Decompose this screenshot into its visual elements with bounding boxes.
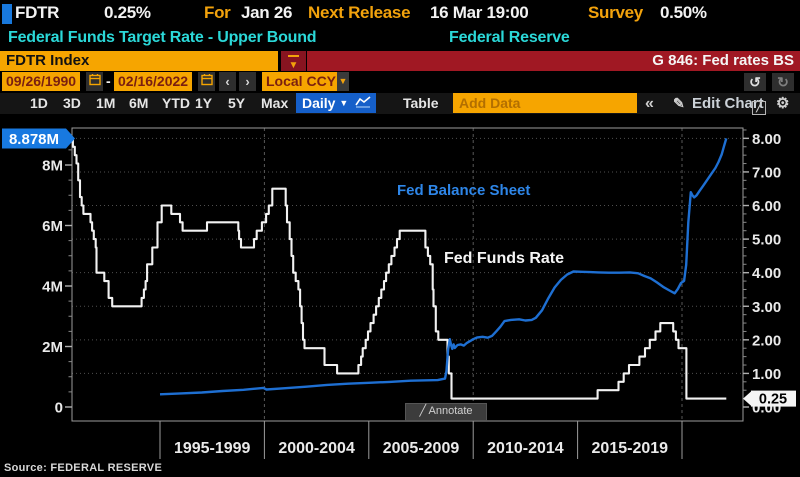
chevron-right-icon: › — [245, 74, 250, 89]
annotate-pencil-icon: ╱ — [419, 405, 427, 417]
collapse-panel-button[interactable]: « — [645, 93, 654, 114]
table-button[interactable]: Table — [403, 95, 439, 111]
chart-area[interactable]: 8M 6M 4M 2M 0 8.00 7.00 6.00 5.00 4.00 3.00 2.00 1.0… — [0, 115, 800, 477]
left-axis-label: 6M — [42, 218, 63, 235]
annotate-box-icon: ╱ — [752, 101, 766, 115]
svg-text:8.878M: 8.878M — [9, 131, 59, 148]
range-tab-3d[interactable]: 3D — [63, 95, 81, 111]
right-axis-label: 8.00 — [752, 131, 781, 148]
range-tab-1y[interactable]: 1Y — [195, 95, 213, 111]
period-select[interactable]: Daily ▼ — [296, 93, 355, 113]
end-date-input[interactable]: 02/16/2022 — [114, 72, 193, 91]
chevron-down-icon: ▼ — [339, 98, 349, 108]
fed-funds-rate-line — [71, 137, 727, 400]
date-back-button[interactable]: ‹ — [219, 72, 236, 91]
security-description: Federal Funds Target Rate - Upper Bound — [8, 29, 317, 46]
chevron-left-icon: ‹ — [225, 74, 230, 89]
current-rate-value: 0.25% — [104, 3, 151, 22]
right-axis-label: 4.00 — [752, 265, 781, 282]
settings-button[interactable]: ⚙ — [776, 93, 789, 114]
right-axis-label: 2.00 — [752, 332, 781, 349]
date-range-separator: - — [106, 73, 111, 89]
start-date-input[interactable]: 09/26/1990 — [2, 72, 81, 91]
x-axis-label: 1995-1999 — [174, 440, 251, 457]
range-tab-ytd[interactable]: YTD — [162, 95, 190, 111]
chart-toolbar: 1D 3D 1M 6M YTD 1Y 5Y Max Daily ▼ Table Add Dat… — [0, 93, 800, 115]
next-release-label: Next Release — [308, 3, 411, 22]
annotate-mode-button[interactable]: ╱ — [752, 93, 766, 115]
end-date-calendar-button[interactable] — [198, 72, 215, 91]
left-axis-label: 0 — [55, 400, 63, 417]
redo-button[interactable]: ↻ — [772, 73, 794, 91]
range-tab-1m[interactable]: 1M — [96, 95, 116, 111]
source-attribution: Source: FEDERAL RESERVE — [4, 462, 163, 474]
chart-type-button[interactable] — [352, 93, 376, 113]
funds-rate-series-label: Fed Funds Rate — [444, 250, 564, 267]
currency-dropdown-button[interactable]: ▼ — [337, 72, 349, 91]
chevron-down-icon: ▼ — [288, 60, 299, 71]
annotate-button[interactable]: ╱ Annotate — [405, 403, 487, 421]
undo-icon: ↺ — [749, 74, 761, 90]
balance-sheet-series-label: Fed Balance Sheet — [397, 182, 530, 199]
calendar-icon — [200, 74, 213, 86]
calendar-icon — [88, 74, 101, 86]
last-value-badge-balance-sheet: 8.878M — [2, 128, 75, 149]
ticker-dropdown-button[interactable]: ▼ — [281, 51, 306, 71]
currency-select[interactable]: Local CCY — [262, 72, 341, 91]
range-tab-1d[interactable]: 1D — [30, 95, 48, 111]
left-axis-label: 2M — [42, 339, 63, 356]
x-axis-label: 2015-2019 — [592, 440, 669, 457]
security-color-tab — [2, 4, 12, 24]
right-axis-label: 7.00 — [752, 164, 781, 181]
undo-button[interactable]: ↺ — [744, 73, 766, 91]
x-axis-label: 2010-2014 — [487, 440, 564, 457]
security-source: Federal Reserve — [449, 29, 570, 46]
chevron-down-icon: ▼ — [338, 76, 348, 86]
x-axis-label: 2000-2004 — [278, 440, 355, 457]
last-value-badge-funds-rate: 0.25 — [743, 390, 796, 408]
range-tab-max[interactable]: Max — [261, 95, 289, 111]
survey-label: Survey — [588, 3, 643, 22]
pencil-icon: ✎ — [673, 95, 685, 111]
left-axis-label: 4M — [42, 279, 63, 296]
double-chevron-left-icon: « — [645, 95, 654, 112]
redo-icon: ↻ — [777, 74, 789, 90]
draw-button[interactable]: ✎ — [673, 93, 685, 114]
start-date-calendar-button[interactable] — [86, 72, 103, 91]
right-axis-label: 1.00 — [752, 366, 781, 383]
for-label: For — [204, 3, 231, 22]
date-forward-button[interactable]: › — [239, 72, 256, 91]
right-axis-label: 6.00 — [752, 198, 781, 215]
ticker-symbol: FDTR — [15, 3, 60, 22]
right-axis-label: 3.00 — [752, 299, 781, 316]
ticker-input[interactable]: FDTR Index — [0, 51, 278, 71]
svg-text:0.25: 0.25 — [759, 392, 787, 408]
survey-value: 0.50% — [660, 3, 707, 22]
for-date: Jan 26 — [241, 3, 293, 22]
x-axis-label: 2005-2009 — [383, 440, 460, 457]
period-select-label: Daily — [302, 95, 336, 111]
edit-chart-button[interactable]: Edit Chart — [692, 95, 764, 112]
left-axis-label: 8M — [42, 158, 63, 175]
add-data-input[interactable]: Add Data — [453, 93, 637, 113]
plot-border — [71, 127, 744, 422]
range-tab-5y[interactable]: 5Y — [228, 95, 246, 111]
annotate-button-label: Annotate — [428, 405, 473, 417]
fed-balance-sheet-line — [159, 138, 728, 396]
line-chart-icon — [355, 96, 371, 108]
dropdown-bar-icon — [288, 55, 299, 57]
chart-title-bar: G 846: Fed rates BS — [307, 51, 800, 71]
range-tab-6m[interactable]: 6M — [129, 95, 149, 111]
gear-icon: ⚙ — [776, 95, 790, 112]
next-release-date: 16 Mar 19:00 — [430, 3, 529, 22]
right-axis-label: 5.00 — [752, 232, 781, 249]
